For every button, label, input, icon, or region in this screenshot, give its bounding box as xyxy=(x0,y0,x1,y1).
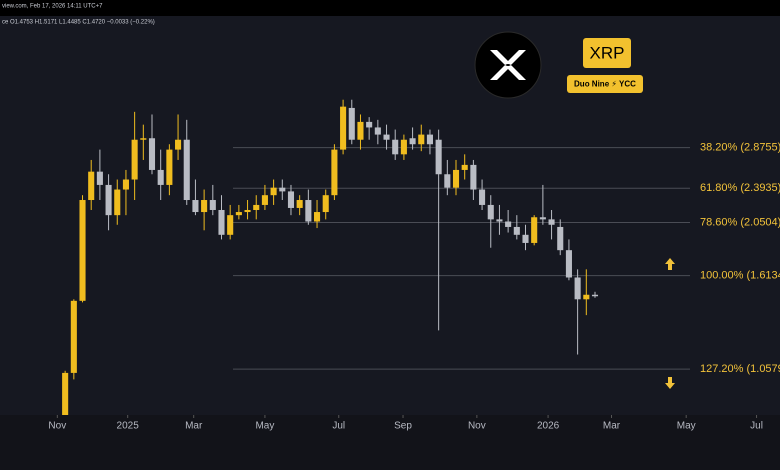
candle-body xyxy=(392,139,399,155)
badge-title: XRP xyxy=(590,43,625,62)
x-tick-label: May xyxy=(255,421,274,432)
candle-body xyxy=(88,171,95,201)
x-tick-label: Nov xyxy=(48,421,66,432)
candle-body xyxy=(383,134,390,140)
candle-body xyxy=(513,226,520,235)
candle-body xyxy=(192,200,199,213)
x-tick-label: Mar xyxy=(603,421,621,432)
candle-body xyxy=(122,179,129,190)
x-tick-label: Sep xyxy=(394,421,412,432)
candle-body xyxy=(400,139,407,155)
candle-body xyxy=(531,217,538,243)
candle-body xyxy=(331,149,338,196)
candle-body xyxy=(296,200,303,208)
candle-body xyxy=(70,300,77,373)
candle-body xyxy=(105,184,112,216)
candle-body xyxy=(305,200,312,222)
candle-body xyxy=(183,139,190,201)
candle-body xyxy=(557,226,564,251)
candle-body xyxy=(444,174,451,188)
fib-label: 61.80% (2.3935) xyxy=(700,182,780,194)
candle-body xyxy=(227,215,234,235)
candle-body xyxy=(461,164,468,170)
candle-body xyxy=(279,187,286,192)
candle-body xyxy=(140,138,147,140)
candle-body xyxy=(435,139,442,175)
x-tick-label: May xyxy=(677,421,696,432)
candle-body xyxy=(348,107,355,140)
candle-body xyxy=(505,221,512,227)
candle-body xyxy=(244,209,251,213)
candle-body xyxy=(548,219,555,225)
candle-body xyxy=(426,134,433,145)
x-tick-label: Jul xyxy=(750,421,763,432)
candle-body xyxy=(148,138,156,170)
x-tick-label: Jul xyxy=(332,421,345,432)
candle-body xyxy=(340,106,347,150)
candle-body xyxy=(287,191,295,208)
candle-body xyxy=(218,209,225,235)
fib-label: 127.20% (1.0579) xyxy=(700,363,780,375)
candle-body xyxy=(452,169,460,188)
candle-body xyxy=(374,127,381,135)
candle-body xyxy=(366,121,373,128)
xrp-logo xyxy=(474,31,542,99)
candle-body xyxy=(62,372,69,415)
candle-body xyxy=(175,139,182,150)
candle-body xyxy=(96,171,103,185)
candle-body xyxy=(270,187,277,196)
candle-body xyxy=(79,200,86,301)
fib-label: 100.00% (1.6134) xyxy=(700,270,780,282)
candle-body xyxy=(114,189,121,216)
candle-body xyxy=(209,200,216,210)
x-axis-band xyxy=(0,415,780,470)
candle-body xyxy=(496,219,503,222)
candle-body xyxy=(157,169,164,185)
x-tick-label: 2026 xyxy=(537,421,560,432)
candle-body xyxy=(235,212,242,216)
x-tick-label: 2025 xyxy=(117,421,140,432)
x-tick-label: Nov xyxy=(468,421,486,432)
candle-body xyxy=(313,212,321,222)
top-bar xyxy=(0,0,780,16)
plot: 38.20% (2.8755) 61.80% (2.3935) 78.60% (2.… xyxy=(48,99,780,432)
x-tick-label: Mar xyxy=(185,421,203,432)
candle-body xyxy=(322,195,329,213)
header-source: view.com, Feb 17, 2026 14:11 UTC+7 xyxy=(2,4,103,10)
candle-body xyxy=(479,189,486,205)
fib-label: 78.60% (2.0504) xyxy=(700,216,780,228)
candle-body xyxy=(418,134,425,145)
candle-body xyxy=(409,138,416,145)
fib-label: 38.20% (2.8755) xyxy=(700,142,780,154)
candle-body xyxy=(565,250,572,278)
header-ohlc: ce O1.4753 H1.5171 L1.4485 C1.4720 −0.00… xyxy=(2,20,155,26)
badge-box xyxy=(583,38,631,68)
candle-body xyxy=(539,217,546,220)
candle-body xyxy=(487,204,494,220)
candle-body xyxy=(574,277,581,300)
down-arrow xyxy=(665,377,675,389)
candle-body xyxy=(131,139,138,180)
candle-body xyxy=(166,149,173,185)
candle-body xyxy=(253,204,260,210)
candle-body xyxy=(470,164,477,190)
candle-body xyxy=(522,234,529,243)
badge-sub-box xyxy=(567,75,643,93)
candle-body xyxy=(357,121,364,140)
badge-subtitle: Duo Nine ⚡ YCC xyxy=(574,80,636,89)
candle-body xyxy=(261,195,268,205)
candle-body xyxy=(201,200,208,213)
candle-body xyxy=(591,294,599,297)
up-arrow xyxy=(665,258,675,270)
candle-body xyxy=(583,294,590,300)
